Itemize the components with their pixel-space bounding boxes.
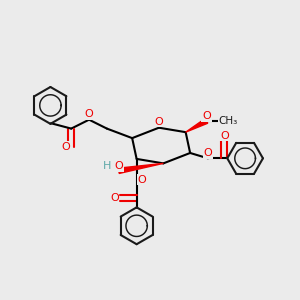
Text: O: O	[110, 193, 119, 202]
Text: O: O	[138, 175, 146, 185]
Text: O: O	[220, 131, 229, 141]
Text: H: H	[103, 161, 111, 171]
Polygon shape	[186, 118, 208, 132]
Polygon shape	[118, 164, 164, 173]
Text: O: O	[154, 117, 163, 127]
Text: O: O	[204, 148, 212, 158]
Text: O: O	[114, 161, 123, 171]
Text: O: O	[202, 111, 211, 121]
Text: CH₃: CH₃	[218, 116, 238, 126]
Text: O: O	[85, 109, 93, 119]
Text: O: O	[61, 142, 70, 152]
